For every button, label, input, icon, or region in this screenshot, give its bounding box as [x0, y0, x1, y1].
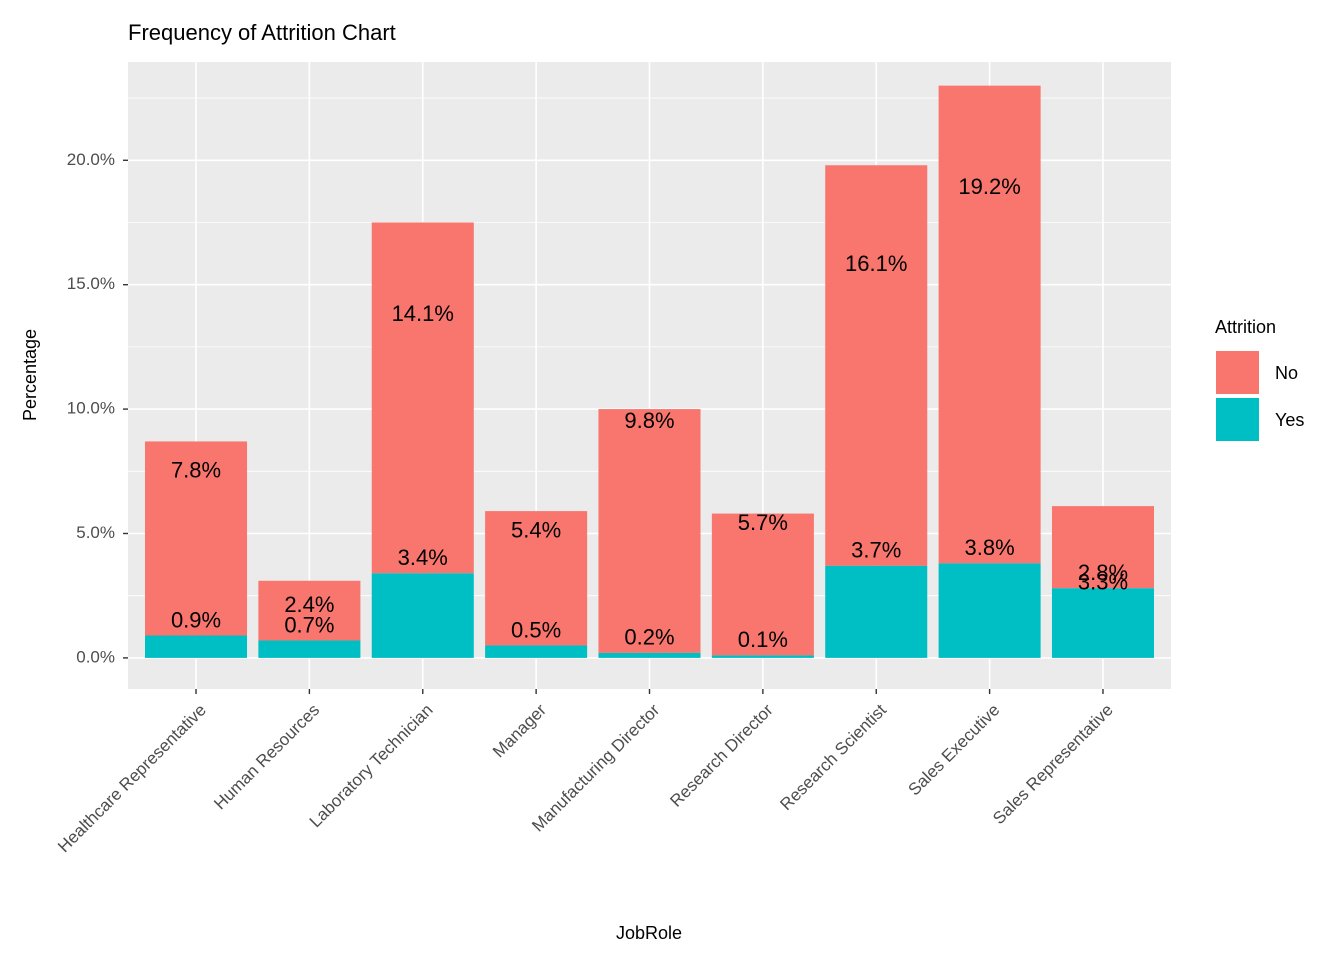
x-tick-label: Research Scientist [776, 700, 890, 814]
x-tick-label: Manufacturing Director [528, 700, 663, 835]
bar-yes [485, 645, 588, 658]
y-axis-title: Percentage [20, 329, 40, 421]
bar-no [1051, 506, 1154, 589]
legend-title: Attrition [1215, 317, 1276, 337]
legend-label-no: No [1275, 363, 1298, 383]
y-tick-label: 5.0% [76, 523, 115, 542]
y-axis: 0.0% 5.0% 10.0% 15.0% 20.0% [67, 150, 128, 666]
bar-no [485, 511, 588, 646]
data-label-no: 19.2% [958, 174, 1020, 199]
bar-yes [1051, 588, 1154, 658]
bar-yes [825, 565, 928, 658]
bar-no [938, 85, 1041, 564]
x-tick-label: Human Resources [210, 700, 323, 813]
bar-no [145, 441, 248, 636]
x-tick-label: Research Director [666, 700, 777, 811]
data-label-yes: 2.8% [1078, 560, 1128, 585]
bar-yes [371, 573, 474, 658]
data-label-yes: 3.4% [398, 545, 448, 570]
bar-no [711, 513, 814, 656]
y-tick-label: 0.0% [76, 647, 115, 666]
bar-yes [711, 655, 814, 658]
bar-no [825, 165, 928, 566]
bar-yes [258, 640, 361, 658]
data-label-yes: 0.7% [284, 612, 334, 637]
bar-yes [938, 563, 1041, 658]
data-label-no: 5.4% [511, 517, 561, 542]
x-tick-label: Sales Representative [989, 700, 1117, 828]
y-tick-label: 20.0% [67, 150, 115, 169]
data-label-no: 14.1% [392, 301, 454, 326]
data-label-no: 2.4% [284, 592, 334, 617]
data-label-yes: 0.2% [624, 625, 674, 650]
x-tick-label: Healthcare Representative [54, 700, 210, 856]
y-tick-label: 15.0% [67, 274, 115, 293]
data-label-no: 9.8% [624, 408, 674, 433]
y-tick-label: 10.0% [67, 399, 115, 418]
bar-no [371, 222, 474, 574]
bar-yes [598, 652, 701, 658]
data-label-no: 5.7% [738, 510, 788, 535]
x-tick-label: Manager [489, 700, 550, 761]
bar-no [598, 409, 701, 653]
data-label-no: 3.3% [1078, 570, 1128, 595]
bars [145, 85, 1154, 658]
x-tick-label: Laboratory Technician [306, 700, 437, 831]
x-axis-title: JobRole [616, 923, 682, 943]
bar-labels: 7.8% 0.9% 2.4%0.7% 14.1% 3.4% 5.4% 0.5% 9.8% 0.2… [171, 174, 1128, 652]
legend: Attrition No Yes [1215, 317, 1304, 441]
bar-no [258, 580, 361, 641]
data-label-yes: 3.7% [851, 538, 901, 563]
data-label-yes: 0.5% [511, 617, 561, 642]
data-label-yes: 3.8% [965, 535, 1015, 560]
legend-label-yes: Yes [1275, 410, 1304, 430]
data-label-yes: 0.9% [171, 607, 221, 632]
chart-title: Frequency of Attrition Chart [128, 20, 396, 45]
data-label-no: 7.8% [171, 458, 221, 483]
x-tick-label: Sales Executive [904, 700, 1003, 799]
bar-yes [145, 635, 248, 658]
x-axis: Healthcare Representative Human Resources… [54, 689, 1117, 856]
chart-title-group: Frequency of Attrition Chart [128, 20, 396, 45]
legend-swatch-no [1216, 351, 1259, 394]
legend-swatch-yes [1216, 398, 1259, 441]
data-label-yes: 0.1% [738, 627, 788, 652]
data-label-no: 16.1% [845, 251, 907, 276]
